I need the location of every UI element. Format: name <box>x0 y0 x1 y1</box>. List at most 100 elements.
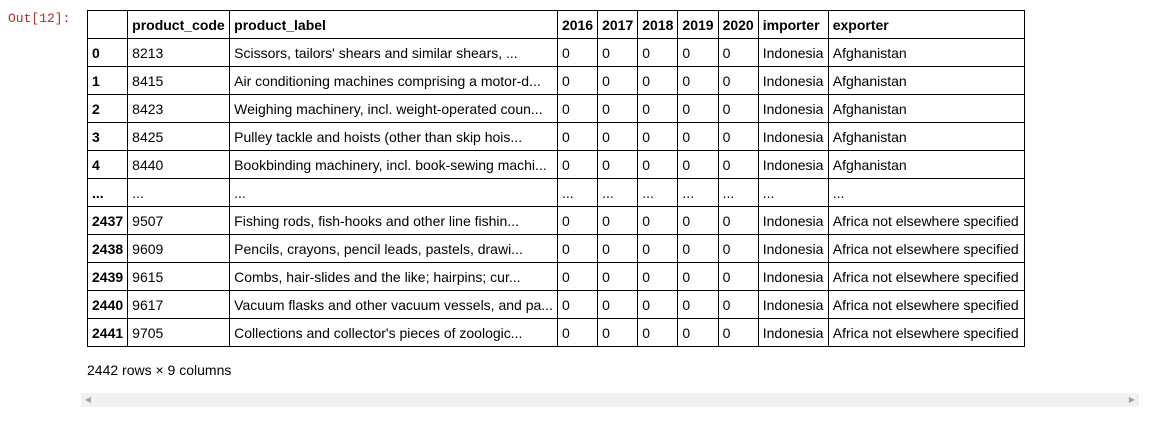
table-cell: 0 <box>597 290 639 319</box>
table-cell: 0 <box>597 234 639 263</box>
table-cell: 0 <box>556 290 599 319</box>
table-cell: 0 <box>717 234 759 263</box>
table-row: .............................. <box>86 178 1025 207</box>
table-cell: 0 <box>717 122 759 151</box>
table-cell: Afghanistan <box>827 122 1025 151</box>
table-header: product_code product_label 2016 2017 2018 201… <box>86 10 1025 39</box>
horizontal-scrollbar[interactable]: ◀ ▶ <box>81 393 1139 407</box>
table-cell: 0 <box>637 66 679 95</box>
table-cell: Indonesia <box>757 234 829 263</box>
table-cell: Africa not elsewhere specified <box>827 318 1025 347</box>
table-cell: Afghanistan <box>827 94 1025 123</box>
table-row: 2437 9507 Fishing rods, fish-hooks and oth… <box>86 206 1025 235</box>
table-cell: Africa not elsewhere specified <box>827 290 1025 319</box>
table-cell: 0 <box>717 262 759 291</box>
table-cell: 0 <box>556 318 599 347</box>
table-cell: 0 <box>556 262 599 291</box>
table-cell: 0 <box>637 234 679 263</box>
row-index: 4 <box>86 150 129 179</box>
table-cell: 0 <box>677 150 719 179</box>
table-row: 2441 9705 Collections and collector's piec… <box>86 318 1025 347</box>
table-cell: ... <box>717 178 759 207</box>
table-cell: Indonesia <box>757 290 829 319</box>
table-cell: ... <box>827 178 1025 207</box>
table-cell: 0 <box>597 206 639 235</box>
row-index: 2437 <box>86 206 129 235</box>
table-cell: 0 <box>637 290 679 319</box>
table-cell: Bookbinding machinery, incl. book-sewing… <box>229 150 558 179</box>
table-cell: 0 <box>556 122 599 151</box>
table-cell: 0 <box>637 122 679 151</box>
table-cell: 0 <box>677 66 719 95</box>
table-cell: Fishing rods, fish-hooks and other line … <box>229 206 558 235</box>
column-header: 2016 <box>556 10 599 39</box>
table-cell: ... <box>637 178 679 207</box>
table-cell: 0 <box>597 150 639 179</box>
row-index: 2440 <box>86 290 129 319</box>
table-cell: 0 <box>637 262 679 291</box>
table-cell: Air conditioning machines comprising a m… <box>229 66 558 95</box>
table-cell: 0 <box>637 150 679 179</box>
table-row: 0 8213 Scissors, tailors' shears and simil… <box>86 38 1025 67</box>
column-header: product_label <box>229 10 558 39</box>
table-cell: Afghanistan <box>827 150 1025 179</box>
table-cell: Afghanistan <box>827 38 1025 67</box>
table-cell: 0 <box>717 94 759 123</box>
scroll-left-arrow-icon[interactable]: ◀ <box>84 395 92 404</box>
table-cell: Indonesia <box>757 206 829 235</box>
row-index: 2438 <box>86 234 129 263</box>
row-index: 1 <box>86 66 129 95</box>
output-prompt: Out[12]: <box>8 11 71 26</box>
table-cell: 0 <box>597 38 639 67</box>
table-cell: 0 <box>677 234 719 263</box>
table-cell: 0 <box>717 66 759 95</box>
table-cell: 0 <box>597 66 639 95</box>
header-index <box>86 10 129 39</box>
table-cell: Pulley tackle and hoists (other than ski… <box>229 122 558 151</box>
row-index: 2441 <box>86 318 129 347</box>
table-cell: 0 <box>677 122 719 151</box>
table-cell: ... <box>229 178 558 207</box>
table-cell: 0 <box>597 262 639 291</box>
table-cell: Indonesia <box>757 262 829 291</box>
dataframe-shape: 2442 rows × 9 columns <box>87 362 232 378</box>
table-cell: 0 <box>556 38 599 67</box>
table-cell: Indonesia <box>757 150 829 179</box>
column-header: 2017 <box>597 10 639 39</box>
table-cell: 0 <box>717 206 759 235</box>
row-index: ... <box>86 178 129 207</box>
row-index: 3 <box>86 122 129 151</box>
output-area: product_code product_label 2016 2017 2018 201… <box>86 10 1139 379</box>
table-cell: Indonesia <box>757 122 829 151</box>
table-cell: 9615 <box>127 262 231 291</box>
table-cell: 0 <box>677 38 719 67</box>
table-row: 2440 9617 Vacuum flasks and other vacuum v… <box>86 290 1025 319</box>
column-header: exporter <box>827 10 1025 39</box>
table-cell: 0 <box>556 94 599 123</box>
table-cell: 8425 <box>127 122 231 151</box>
table-cell: Indonesia <box>757 38 829 67</box>
table-row: 4 8440 Bookbinding machinery, incl. book-s… <box>86 150 1025 179</box>
table-cell: 0 <box>637 38 679 67</box>
table-row: 2439 9615 Combs, hair-slides and the like;… <box>86 262 1025 291</box>
table-cell: Africa not elsewhere specified <box>827 262 1025 291</box>
table-cell: 0 <box>556 234 599 263</box>
table-cell: Indonesia <box>757 318 829 347</box>
column-header: 2019 <box>677 10 719 39</box>
table-cell: Pencils, crayons, pencil leads, pastels,… <box>229 234 558 263</box>
row-index: 2439 <box>86 262 129 291</box>
table-cell: 8213 <box>127 38 231 67</box>
table-cell: 0 <box>637 94 679 123</box>
table-cell: 8423 <box>127 94 231 123</box>
scroll-right-arrow-icon[interactable]: ▶ <box>1128 395 1136 404</box>
table-cell: 9617 <box>127 290 231 319</box>
table-cell: 9507 <box>127 206 231 235</box>
column-header: 2020 <box>717 10 759 39</box>
table-cell: 0 <box>717 150 759 179</box>
table-cell: 0 <box>717 318 759 347</box>
table-row: 3 8425 Pulley tackle and hoists (other tha… <box>86 122 1025 151</box>
table-cell: 0 <box>717 38 759 67</box>
table-cell: Combs, hair-slides and the like; hairpin… <box>229 262 558 291</box>
table-cell: 9705 <box>127 318 231 347</box>
table-cell: 8415 <box>127 66 231 95</box>
